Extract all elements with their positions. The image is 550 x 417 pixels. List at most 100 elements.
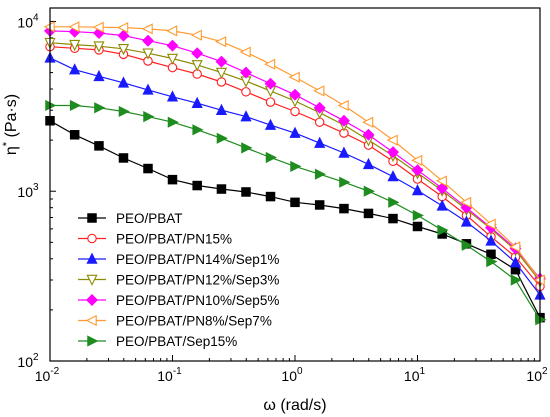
x-tick-label-exp: -1 xyxy=(173,366,182,377)
series-7 xyxy=(45,99,547,326)
y-tick-label-exp: 2 xyxy=(33,352,39,363)
data-point xyxy=(143,111,155,123)
data-point xyxy=(265,97,276,107)
data-point xyxy=(69,99,82,112)
legend-label: PEO/PBAT/PN15% xyxy=(116,232,232,247)
data-point xyxy=(192,180,202,191)
data-point xyxy=(386,134,398,146)
data-point xyxy=(166,90,179,102)
legend-label: PEO/PBAT/PN8%/Sep7% xyxy=(116,314,272,329)
data-point xyxy=(93,41,105,53)
y-axis-label-unit: (Pa·s) xyxy=(3,94,20,142)
y-tick-label-base: 10 xyxy=(17,354,33,370)
data-point xyxy=(215,55,228,68)
data-point xyxy=(241,187,251,197)
data-point xyxy=(313,85,325,97)
data-point xyxy=(509,256,522,268)
legend-label: PEO/PBAT/PN10%/Sep5% xyxy=(116,293,279,308)
legend-marker xyxy=(86,274,98,286)
legend-item: PEO/PBAT/Sep15% xyxy=(78,334,237,349)
legend-marker xyxy=(85,314,97,327)
data-point xyxy=(435,175,447,187)
data-point xyxy=(191,47,204,60)
data-point xyxy=(118,153,129,163)
data-point xyxy=(265,191,276,202)
data-point xyxy=(216,184,227,194)
data-point xyxy=(190,29,202,41)
data-point xyxy=(509,241,521,253)
y-tick-label-exp: 4 xyxy=(33,12,39,23)
x-tick-label-exp: -2 xyxy=(50,366,59,377)
legend-marker xyxy=(86,252,98,264)
data-point xyxy=(460,196,472,208)
data-point xyxy=(339,176,351,188)
x-axis-label: ω (rad/s) xyxy=(263,397,326,414)
y-tick-label-base: 10 xyxy=(17,184,33,200)
data-point xyxy=(94,141,104,151)
data-point xyxy=(141,23,153,35)
data-point xyxy=(290,106,300,117)
data-point xyxy=(167,174,178,185)
data-point xyxy=(264,77,277,90)
data-point xyxy=(362,157,375,170)
data-point xyxy=(117,29,130,42)
series-2 xyxy=(45,41,545,292)
data-point xyxy=(92,21,104,33)
data-point xyxy=(142,83,154,95)
data-point xyxy=(69,39,81,52)
data-point xyxy=(142,34,154,47)
legend: PEO/PBAT PEO/PBAT/PN15% PEO/PBAT/PN14%/Sep… xyxy=(78,211,279,349)
data-point xyxy=(191,96,203,108)
data-point xyxy=(484,218,496,230)
data-point xyxy=(264,118,277,130)
data-point xyxy=(93,69,105,82)
data-point xyxy=(167,116,179,128)
data-point xyxy=(388,213,398,224)
data-point xyxy=(289,88,301,101)
x-tick-label-exp: 0 xyxy=(297,366,303,377)
data-point xyxy=(143,163,153,174)
series-layer xyxy=(43,21,547,326)
data-point xyxy=(241,87,251,97)
data-point xyxy=(191,60,203,72)
data-point xyxy=(486,256,498,268)
legend-label: PEO/PBAT xyxy=(116,211,183,226)
data-point xyxy=(69,130,80,140)
data-point xyxy=(412,209,424,222)
data-point xyxy=(411,184,424,196)
data-point xyxy=(314,168,327,180)
legend-label: PEO/PBAT/PN12%/Sep3% xyxy=(116,273,279,288)
data-point xyxy=(216,132,228,144)
x-tick-label-exp: 1 xyxy=(420,366,426,377)
legend-item: PEO/PBAT/PN15% xyxy=(78,232,232,247)
legend-marker xyxy=(87,213,97,223)
data-point xyxy=(510,274,522,286)
y-tick-label: 103 xyxy=(17,182,39,200)
data-point xyxy=(118,105,130,118)
data-point xyxy=(362,128,375,141)
data-point xyxy=(314,200,325,210)
x-tick-label: 102 xyxy=(526,366,548,384)
data-point xyxy=(337,114,350,127)
y-axis-label-sup: * xyxy=(1,141,13,146)
data-point xyxy=(117,76,130,88)
data-point xyxy=(460,215,473,227)
data-point xyxy=(411,164,424,177)
data-point xyxy=(338,146,350,158)
data-point xyxy=(94,102,106,114)
plot-frame xyxy=(49,7,541,362)
legend-item: PEO/PBAT/PN14%/Sep1% xyxy=(78,252,279,267)
data-point xyxy=(166,39,179,52)
data-point xyxy=(240,66,252,79)
data-point xyxy=(437,224,449,236)
legend-item: PEO/PBAT/PN12%/Sep3% xyxy=(78,273,279,288)
y-axis-label-base: η xyxy=(3,146,20,155)
data-point xyxy=(166,25,178,37)
data-point xyxy=(411,154,423,166)
x-tick-label-base: 10 xyxy=(157,368,173,384)
data-point xyxy=(314,117,325,127)
legend-marker xyxy=(87,233,97,244)
data-point xyxy=(436,199,448,211)
x-tick-label-base: 10 xyxy=(35,368,51,384)
